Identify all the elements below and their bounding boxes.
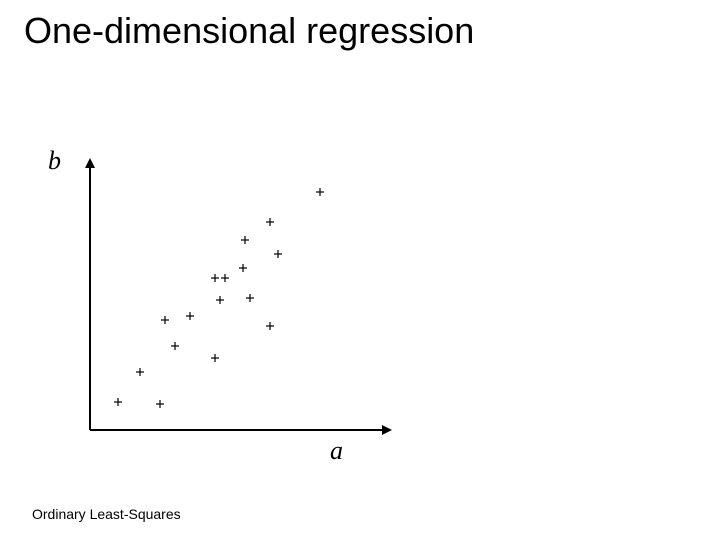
scatter-chart bbox=[60, 150, 420, 450]
footer-text: Ordinary Least-Squares bbox=[32, 506, 181, 522]
slide: One-dimensional regression b a Ordinary … bbox=[0, 0, 720, 540]
data-point bbox=[156, 400, 164, 408]
page-title: One-dimensional regression bbox=[24, 10, 474, 52]
data-point bbox=[186, 312, 194, 320]
data-point bbox=[246, 294, 254, 302]
data-point bbox=[136, 368, 144, 376]
data-point bbox=[211, 354, 219, 362]
data-point bbox=[211, 274, 219, 282]
data-point bbox=[171, 342, 179, 350]
y-axis-label: b bbox=[48, 146, 61, 176]
data-point bbox=[266, 218, 274, 226]
data-point bbox=[274, 250, 282, 258]
data-point bbox=[221, 274, 229, 282]
data-point bbox=[114, 398, 122, 406]
data-point bbox=[216, 296, 224, 304]
data-point bbox=[316, 188, 324, 196]
x-axis-label: a bbox=[330, 436, 343, 466]
data-point bbox=[161, 316, 169, 324]
data-point bbox=[266, 322, 274, 330]
data-point bbox=[241, 236, 249, 244]
data-point bbox=[239, 264, 247, 272]
